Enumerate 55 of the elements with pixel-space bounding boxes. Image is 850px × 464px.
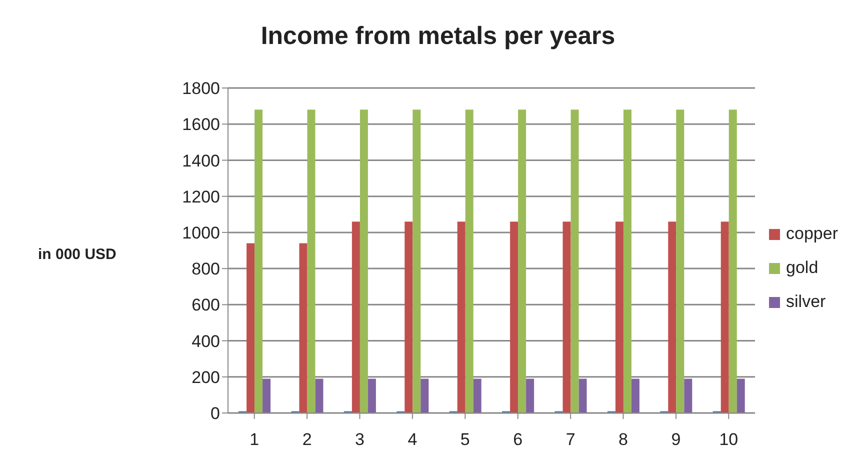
bar xyxy=(360,110,368,413)
y-tick-label: 1400 xyxy=(182,151,220,170)
x-tick-label: 2 xyxy=(302,430,312,450)
y-tick-label: 600 xyxy=(192,296,220,315)
bar xyxy=(684,378,692,413)
y-tick-label: 1200 xyxy=(182,187,220,206)
bar xyxy=(465,110,474,413)
y-axis-title: in 000 USD xyxy=(38,246,116,263)
y-tick-label: 1800 xyxy=(182,79,220,98)
bar xyxy=(352,222,360,413)
bar xyxy=(315,378,324,413)
y-tick-label: 1600 xyxy=(182,115,220,134)
bar xyxy=(676,110,684,413)
bar xyxy=(457,222,466,413)
x-tick-label: 10 xyxy=(719,430,738,450)
x-tick-label: 7 xyxy=(566,430,576,450)
x-tick-label: 4 xyxy=(408,430,418,450)
y-tick-label: 400 xyxy=(192,332,220,351)
chart-title: Income from metals per years xyxy=(260,22,616,51)
bar xyxy=(623,110,632,413)
bar xyxy=(615,222,624,413)
legend-label: gold xyxy=(786,258,818,278)
bar xyxy=(473,378,482,413)
bar xyxy=(562,222,571,413)
x-tick-label: 6 xyxy=(513,430,523,450)
bar xyxy=(736,378,745,413)
bar xyxy=(526,378,534,413)
bar xyxy=(518,110,526,413)
bar xyxy=(578,378,587,413)
bar xyxy=(246,243,255,413)
x-tick-label: 1 xyxy=(250,430,260,450)
bar xyxy=(728,110,737,413)
bar xyxy=(254,110,263,413)
bar xyxy=(510,222,518,413)
x-tick-label: 9 xyxy=(671,430,681,450)
bar xyxy=(412,110,421,413)
y-tick-label: 1000 xyxy=(182,223,220,242)
y-tick-label: 800 xyxy=(192,260,220,279)
bar xyxy=(420,378,429,413)
bar xyxy=(720,222,729,413)
x-tick-label: 5 xyxy=(460,430,470,450)
bar xyxy=(404,222,413,413)
legend-label: copper xyxy=(786,224,838,244)
bar xyxy=(368,378,376,413)
y-tick-label: 200 xyxy=(192,368,220,387)
bar xyxy=(299,243,308,413)
bar xyxy=(668,222,676,413)
bar xyxy=(262,378,271,413)
y-tick-label: 0 xyxy=(210,404,220,424)
legend-label: silver xyxy=(786,292,826,312)
bar xyxy=(570,110,579,413)
bar xyxy=(307,110,316,413)
x-tick-label: 3 xyxy=(355,430,364,450)
x-tick-label: 8 xyxy=(618,430,628,450)
bar xyxy=(631,378,640,413)
